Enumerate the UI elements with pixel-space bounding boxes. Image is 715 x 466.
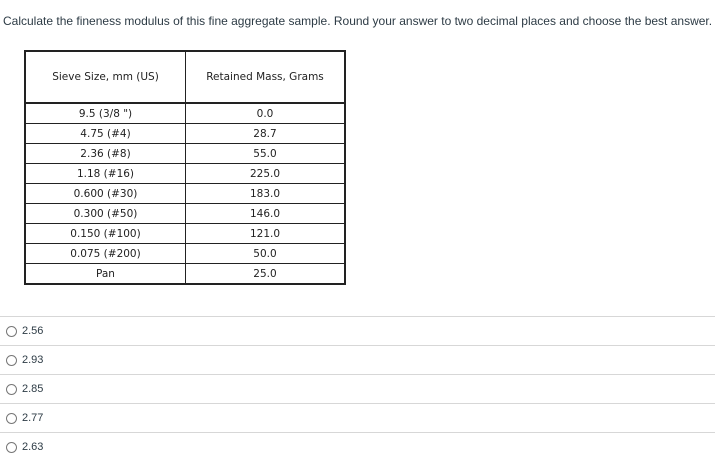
radio-button[interactable] — [6, 383, 17, 395]
radio-button[interactable] — [6, 441, 17, 453]
sieve-size-cell: 0.600 (#30) — [24, 183, 186, 204]
answer-option[interactable]: 2.56 — [0, 316, 715, 345]
retained-mass-cell: 121.0 — [185, 223, 346, 244]
sieve-table: Sieve Size, mm (US) Retained Mass, Grams… — [24, 50, 346, 285]
answer-option[interactable]: 2.63 — [0, 432, 715, 461]
answer-option[interactable]: 2.93 — [0, 345, 715, 374]
radio-button[interactable] — [6, 412, 17, 424]
option-label: 2.56 — [22, 325, 44, 337]
answer-options: 2.56 2.93 2.85 2.77 2.63 — [0, 316, 715, 461]
sieve-size-cell: 4.75 (#4) — [24, 123, 186, 144]
retained-mass-cell: 183.0 — [185, 183, 346, 204]
table-row: 0.600 (#30) 183.0 — [24, 183, 346, 204]
retained-mass-cell: 146.0 — [185, 203, 346, 224]
sieve-size-cell: 1.18 (#16) — [24, 163, 186, 184]
table-row: 9.5 (3/8 ") 0.0 — [24, 102, 346, 124]
table-row: Pan 25.0 — [24, 263, 346, 285]
retained-mass-cell: 28.7 — [185, 123, 346, 144]
sieve-size-cell: 0.075 (#200) — [24, 243, 186, 264]
sieve-size-cell: 0.150 (#100) — [24, 223, 186, 244]
answer-option[interactable]: 2.77 — [0, 403, 715, 432]
retained-mass-cell: 225.0 — [185, 163, 346, 184]
header-retained-mass: Retained Mass, Grams — [185, 50, 346, 104]
sieve-size-cell: 9.5 (3/8 ") — [24, 102, 186, 124]
sieve-size-cell: 0.300 (#50) — [24, 203, 186, 224]
table-row: 1.18 (#16) 225.0 — [24, 163, 346, 184]
retained-mass-cell: 55.0 — [185, 143, 346, 164]
radio-button[interactable] — [6, 325, 17, 337]
answer-option[interactable]: 2.85 — [0, 374, 715, 403]
sieve-size-cell: Pan — [24, 263, 186, 285]
option-label: 2.85 — [22, 383, 44, 395]
retained-mass-cell: 50.0 — [185, 243, 346, 264]
option-label: 2.93 — [22, 354, 44, 366]
option-label: 2.63 — [22, 441, 44, 453]
radio-button[interactable] — [6, 354, 17, 366]
header-sieve-size: Sieve Size, mm (US) — [24, 50, 186, 104]
option-label: 2.77 — [22, 412, 44, 424]
sieve-size-cell: 2.36 (#8) — [24, 143, 186, 164]
retained-mass-cell: 25.0 — [185, 263, 346, 285]
table-row: 0.150 (#100) 121.0 — [24, 223, 346, 244]
table-row: 4.75 (#4) 28.7 — [24, 123, 346, 144]
table-row: 0.075 (#200) 50.0 — [24, 243, 346, 264]
question-text: Calculate the fineness modulus of this f… — [3, 14, 713, 28]
table-header-row: Sieve Size, mm (US) Retained Mass, Grams — [24, 50, 346, 104]
table-row: 0.300 (#50) 146.0 — [24, 203, 346, 224]
retained-mass-cell: 0.0 — [185, 102, 346, 124]
table-row: 2.36 (#8) 55.0 — [24, 143, 346, 164]
